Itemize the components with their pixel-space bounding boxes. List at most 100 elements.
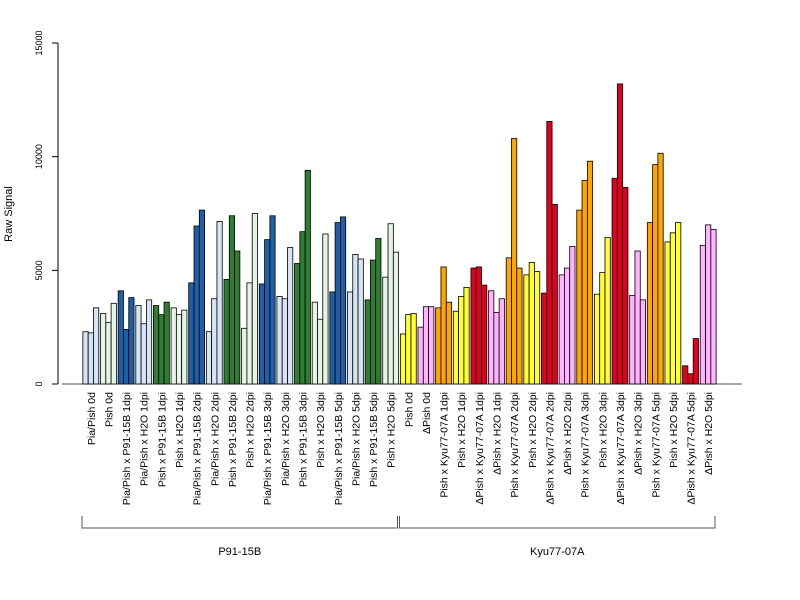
x-tick-label: Pish x H2O 2dpi <box>245 392 257 468</box>
bar <box>145 299 153 385</box>
bar <box>692 338 699 385</box>
bar <box>264 239 271 385</box>
bar <box>364 299 371 385</box>
bar <box>405 314 412 385</box>
bar <box>523 274 530 385</box>
bar <box>657 152 664 385</box>
x-tick-label: Pish x H2O 3dpi <box>315 392 327 468</box>
bar <box>329 291 336 385</box>
bar <box>481 284 488 385</box>
bar <box>117 290 124 385</box>
bar <box>498 298 505 385</box>
x-tick-label: ΔPish x Kyu77-07A 2dpi <box>544 392 556 505</box>
x-tick-label: Pish x Kyu77-07A 2dpi <box>509 392 521 498</box>
bar <box>82 331 89 385</box>
x-tick-label: Pish x P91-15B 3dpi <box>297 392 309 487</box>
bar <box>100 313 107 385</box>
x-tick-label: ΔPish x Kyu77-07A 1dpi <box>474 392 486 505</box>
bar <box>440 266 447 385</box>
x-tick-label: Pia/Pish x P91-15B 1dpi <box>121 392 133 505</box>
bar <box>382 276 389 385</box>
x-tick-label: Pia/Pish x H2O 5dpi <box>350 392 362 486</box>
x-tick-label: ΔPish x H2O 2dpi <box>562 392 574 475</box>
x-tick-label: Pish 0d <box>403 392 415 427</box>
bar <box>551 204 558 385</box>
x-tick-label: Pia/Pish x P91-15B 2dpi <box>192 392 204 505</box>
bar <box>311 301 318 385</box>
x-tick-label: ΔPish x Kyu77-07A 5dpi <box>686 392 698 505</box>
bar <box>352 254 359 385</box>
bar <box>604 236 611 385</box>
bar <box>369 259 377 385</box>
x-tick-label: Pish x Kyu77-07A 5dpi <box>650 392 662 498</box>
bar <box>375 238 382 385</box>
x-tick-labels: Pia/Pish 0d Pish 0d Pia/Pish x P91-15B 1dp… <box>86 392 715 505</box>
bar <box>611 177 618 385</box>
bar <box>629 294 636 385</box>
bar <box>652 164 659 385</box>
bar <box>123 329 130 385</box>
x-tick-label: Pia/Pish x P91-15B 5dpi <box>333 392 345 505</box>
bar <box>334 222 341 385</box>
bar <box>475 266 482 385</box>
bar <box>258 283 265 385</box>
bar <box>452 310 459 385</box>
x-tick-label: ΔPish x Kyu77-07A 3dpi <box>615 392 627 505</box>
bar <box>317 318 324 385</box>
bar <box>682 365 689 385</box>
x-tick-label: ΔPish 0d <box>421 392 433 434</box>
bar <box>269 215 276 385</box>
bar <box>322 233 329 385</box>
group-bracket <box>399 516 716 529</box>
bar <box>458 296 465 385</box>
bar <box>616 83 624 385</box>
bar <box>493 311 500 385</box>
bar <box>153 305 160 385</box>
bar <box>639 299 646 385</box>
x-tick-label: Pish x Kyu77-07A 1dpi <box>439 392 451 498</box>
bar <box>93 307 100 385</box>
bar <box>181 309 188 385</box>
bar <box>669 232 676 385</box>
x-tick-label: Pia/Pish x H2O 3dpi <box>280 392 292 486</box>
bar <box>299 231 306 385</box>
bar <box>135 305 142 385</box>
bar <box>687 373 694 385</box>
bars-layer <box>82 83 717 385</box>
y-axis-title: Raw Signal <box>3 186 15 242</box>
bar <box>163 301 170 385</box>
bar <box>546 121 553 385</box>
bar <box>675 222 682 385</box>
bar <box>470 267 477 385</box>
bar <box>586 160 594 385</box>
bar <box>634 250 641 385</box>
x-tick-label: Pish x H2O 1dpi <box>174 392 186 468</box>
bar <box>223 279 230 385</box>
bar <box>534 271 541 385</box>
bar <box>304 169 311 385</box>
bar <box>128 297 135 385</box>
bar <box>505 257 512 385</box>
bar <box>417 326 424 385</box>
x-tick-label: Pia/Pish 0d <box>86 392 98 445</box>
bar <box>170 307 177 385</box>
group-bracket <box>81 516 398 529</box>
bar <box>188 282 195 385</box>
bar <box>710 229 717 385</box>
bar <box>158 314 165 385</box>
x-tick-label: ΔPish x H2O 5dpi <box>703 392 715 475</box>
bar <box>435 307 442 385</box>
y-axis: 0 5000 10000 15000 <box>34 30 59 387</box>
bar <box>392 251 400 385</box>
x-tick-label: Pish x P91-15B 1dpi <box>156 392 168 487</box>
bar <box>445 301 452 385</box>
bar <box>622 186 629 385</box>
bar <box>387 223 394 385</box>
x-tick-label: Pish x H2O 1dpi <box>456 392 468 468</box>
bar <box>399 333 407 385</box>
group-label: Kyu77-07A <box>530 546 585 558</box>
bar <box>193 225 200 385</box>
bar <box>287 247 294 385</box>
bar <box>216 221 223 385</box>
